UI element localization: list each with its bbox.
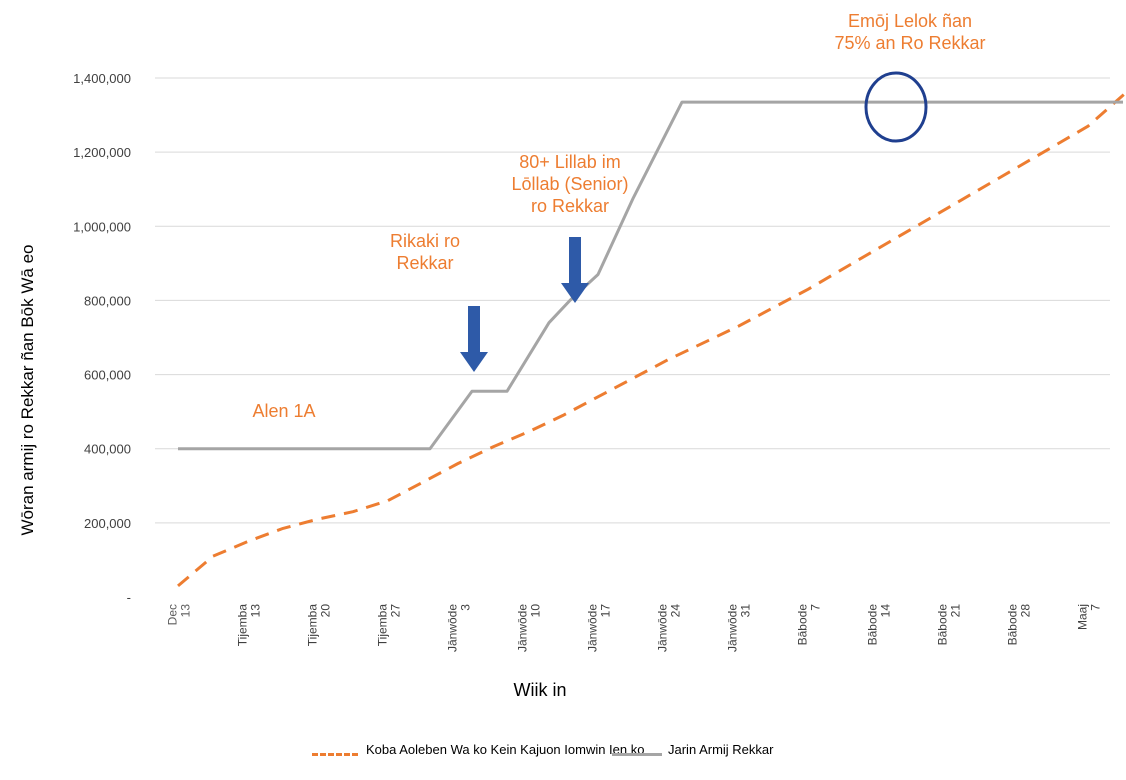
x-tick-label: Tijemba 13 xyxy=(236,604,263,647)
x-tick-label: Tijemba 20 xyxy=(306,604,333,647)
svg-text:Bābode: Bābode xyxy=(796,604,810,646)
svg-text:17: 17 xyxy=(599,604,613,618)
x-tick-label: Bābode 21 xyxy=(936,604,963,646)
legend-label: Jarin Armij Rekkar xyxy=(668,742,774,757)
svg-text:Bābode: Bābode xyxy=(866,604,880,646)
y-axis-tick-labels: - 200,000 400,000 600,000 800,000 1,000,000 1,… xyxy=(73,71,131,605)
svg-text:10: 10 xyxy=(529,604,543,618)
x-axis-label: Wiik in xyxy=(513,680,567,700)
annotation-75-percent: Emōj Lelok ñan 75% an Ro Rekkar xyxy=(834,11,986,53)
x-axis-tick-labels: Dec 13 Tijemba 13 Tijemba 20 Tijemba 27 Jānwōde 3… xyxy=(166,604,1103,652)
svg-text:31: 31 xyxy=(739,604,753,618)
y-tick-label: 1,000,000 xyxy=(73,219,131,234)
svg-text:13: 13 xyxy=(249,604,263,618)
x-tick-label: Jānwōde 31 xyxy=(726,604,753,652)
highlight-circle xyxy=(864,71,928,143)
svg-text:Jānwōde: Jānwōde xyxy=(446,604,460,652)
svg-text:Bābode: Bābode xyxy=(1006,604,1020,646)
legend-swatch-dashed xyxy=(312,753,358,756)
series-line-projected xyxy=(177,90,1126,588)
svg-text:Jānwōde: Jānwōde xyxy=(516,604,530,652)
svg-text:3: 3 xyxy=(459,604,473,611)
y-tick-label: 1,400,000 xyxy=(73,71,131,86)
y-tick-label: 1,200,000 xyxy=(73,145,131,160)
svg-text:Tijemba: Tijemba xyxy=(236,604,250,647)
svg-text:Dec: Dec xyxy=(166,604,180,625)
annotation-teachers: Rikaki ro Rekkar xyxy=(389,231,460,273)
svg-text:27: 27 xyxy=(389,604,403,618)
x-tick-label: Bābode 28 xyxy=(1006,604,1033,646)
x-tick-label: Maaj 7 xyxy=(1076,604,1103,630)
y-tick-label: 800,000 xyxy=(84,293,131,308)
svg-text:13: 13 xyxy=(179,604,193,618)
annotation-phase-1a: Alen 1A xyxy=(252,401,316,421)
x-tick-label: Jānwōde 24 xyxy=(656,604,683,652)
legend-label: Koba Aoleben Wa ko Kein Kajuon Iomwin Ie… xyxy=(366,742,645,757)
svg-text:7: 7 xyxy=(809,604,823,611)
x-tick-label: Jānwōde 3 xyxy=(446,604,473,652)
svg-text:Jānwōde: Jānwōde xyxy=(726,604,740,652)
y-tick-label: 200,000 xyxy=(84,516,131,531)
svg-text:Maaj: Maaj xyxy=(1076,604,1090,630)
svg-text:Tijemba: Tijemba xyxy=(376,604,390,647)
legend-swatch-solid xyxy=(612,753,662,756)
svg-text:7: 7 xyxy=(1089,604,1103,611)
svg-text:24: 24 xyxy=(669,604,683,618)
svg-text:28: 28 xyxy=(1019,604,1033,618)
annotation-markers xyxy=(460,71,928,372)
svg-text:20: 20 xyxy=(319,604,333,618)
x-tick-label: Bābode 7 xyxy=(796,604,823,646)
y-tick-label: 400,000 xyxy=(84,442,131,457)
annotation-seniors: 80+ Lillab im Lōllab (Senior) ro Rekkar xyxy=(511,152,629,216)
svg-text:Bābode: Bābode xyxy=(936,604,950,646)
x-tick-label: Tijemba 27 xyxy=(376,604,403,647)
x-tick-label: Jānwōde 10 xyxy=(516,604,543,652)
svg-text:Jānwōde: Jānwōde xyxy=(586,604,600,652)
svg-text:Tijemba: Tijemba xyxy=(306,604,320,647)
svg-text:21: 21 xyxy=(949,604,963,618)
y-tick-label: 600,000 xyxy=(84,368,131,383)
svg-text:Jānwōde: Jānwōde xyxy=(656,604,670,652)
y-tick-label: - xyxy=(127,590,131,605)
down-arrow-icon xyxy=(460,306,488,372)
x-tick-label: Jānwōde 17 xyxy=(586,604,613,652)
gridlines xyxy=(155,77,1110,524)
x-tick-label: Dec 13 xyxy=(166,604,193,626)
y-axis-label: Wōran armij ro Rekkar ñan Bōk Wā eo xyxy=(18,244,37,536)
down-arrow-icon xyxy=(561,237,589,303)
x-tick-label: Bābode 14 xyxy=(866,604,893,646)
svg-text:14: 14 xyxy=(879,604,893,618)
